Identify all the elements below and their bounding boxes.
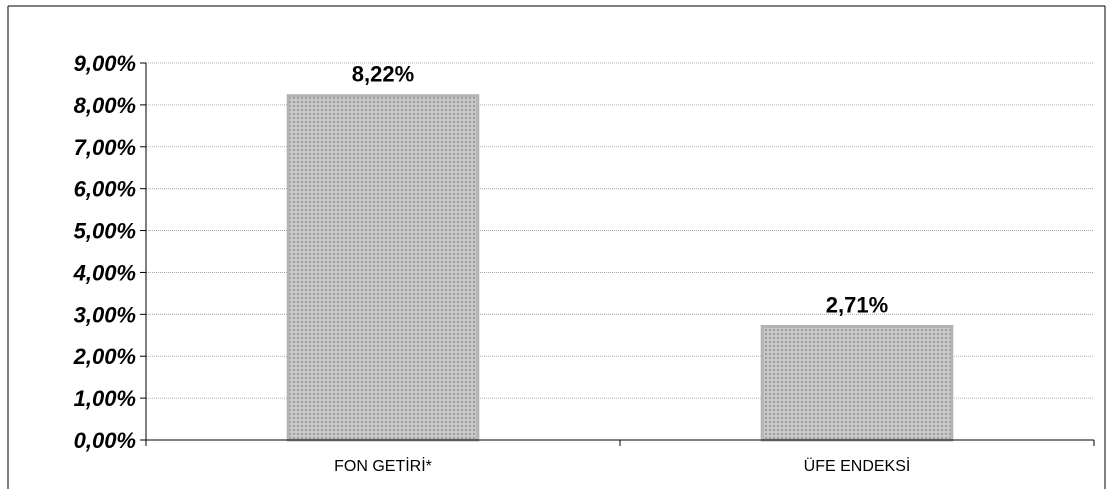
labels: 0,00% 1,00% 2,00% 3,00% 4,00% 5,00% 6,00% 7,00%… [73, 51, 911, 475]
y-tick-label: 8,00% [74, 93, 136, 118]
bar [286, 94, 480, 442]
axes [140, 62, 1095, 446]
y-tick-label: 3,00% [74, 302, 136, 327]
y-tick-label: 6,00% [74, 177, 136, 202]
data-label: 8,22% [352, 62, 414, 87]
y-tick-label: 4,00% [73, 260, 136, 285]
bar [760, 324, 954, 442]
y-tick-label: 0,00% [74, 428, 136, 453]
y-tick-label: 7,00% [74, 135, 136, 160]
data-label: 2,71% [826, 292, 888, 317]
y-tick-label: 2,00% [73, 344, 136, 369]
bars [286, 94, 954, 442]
x-tick-label: FON GETİRİ* [334, 456, 432, 475]
y-tick-label: 1,00% [74, 386, 136, 411]
y-tick-label: 9,00% [74, 51, 136, 76]
y-tick-label: 5,00% [74, 219, 136, 244]
x-tick-label: ÜFE ENDEKSİ [804, 456, 911, 475]
